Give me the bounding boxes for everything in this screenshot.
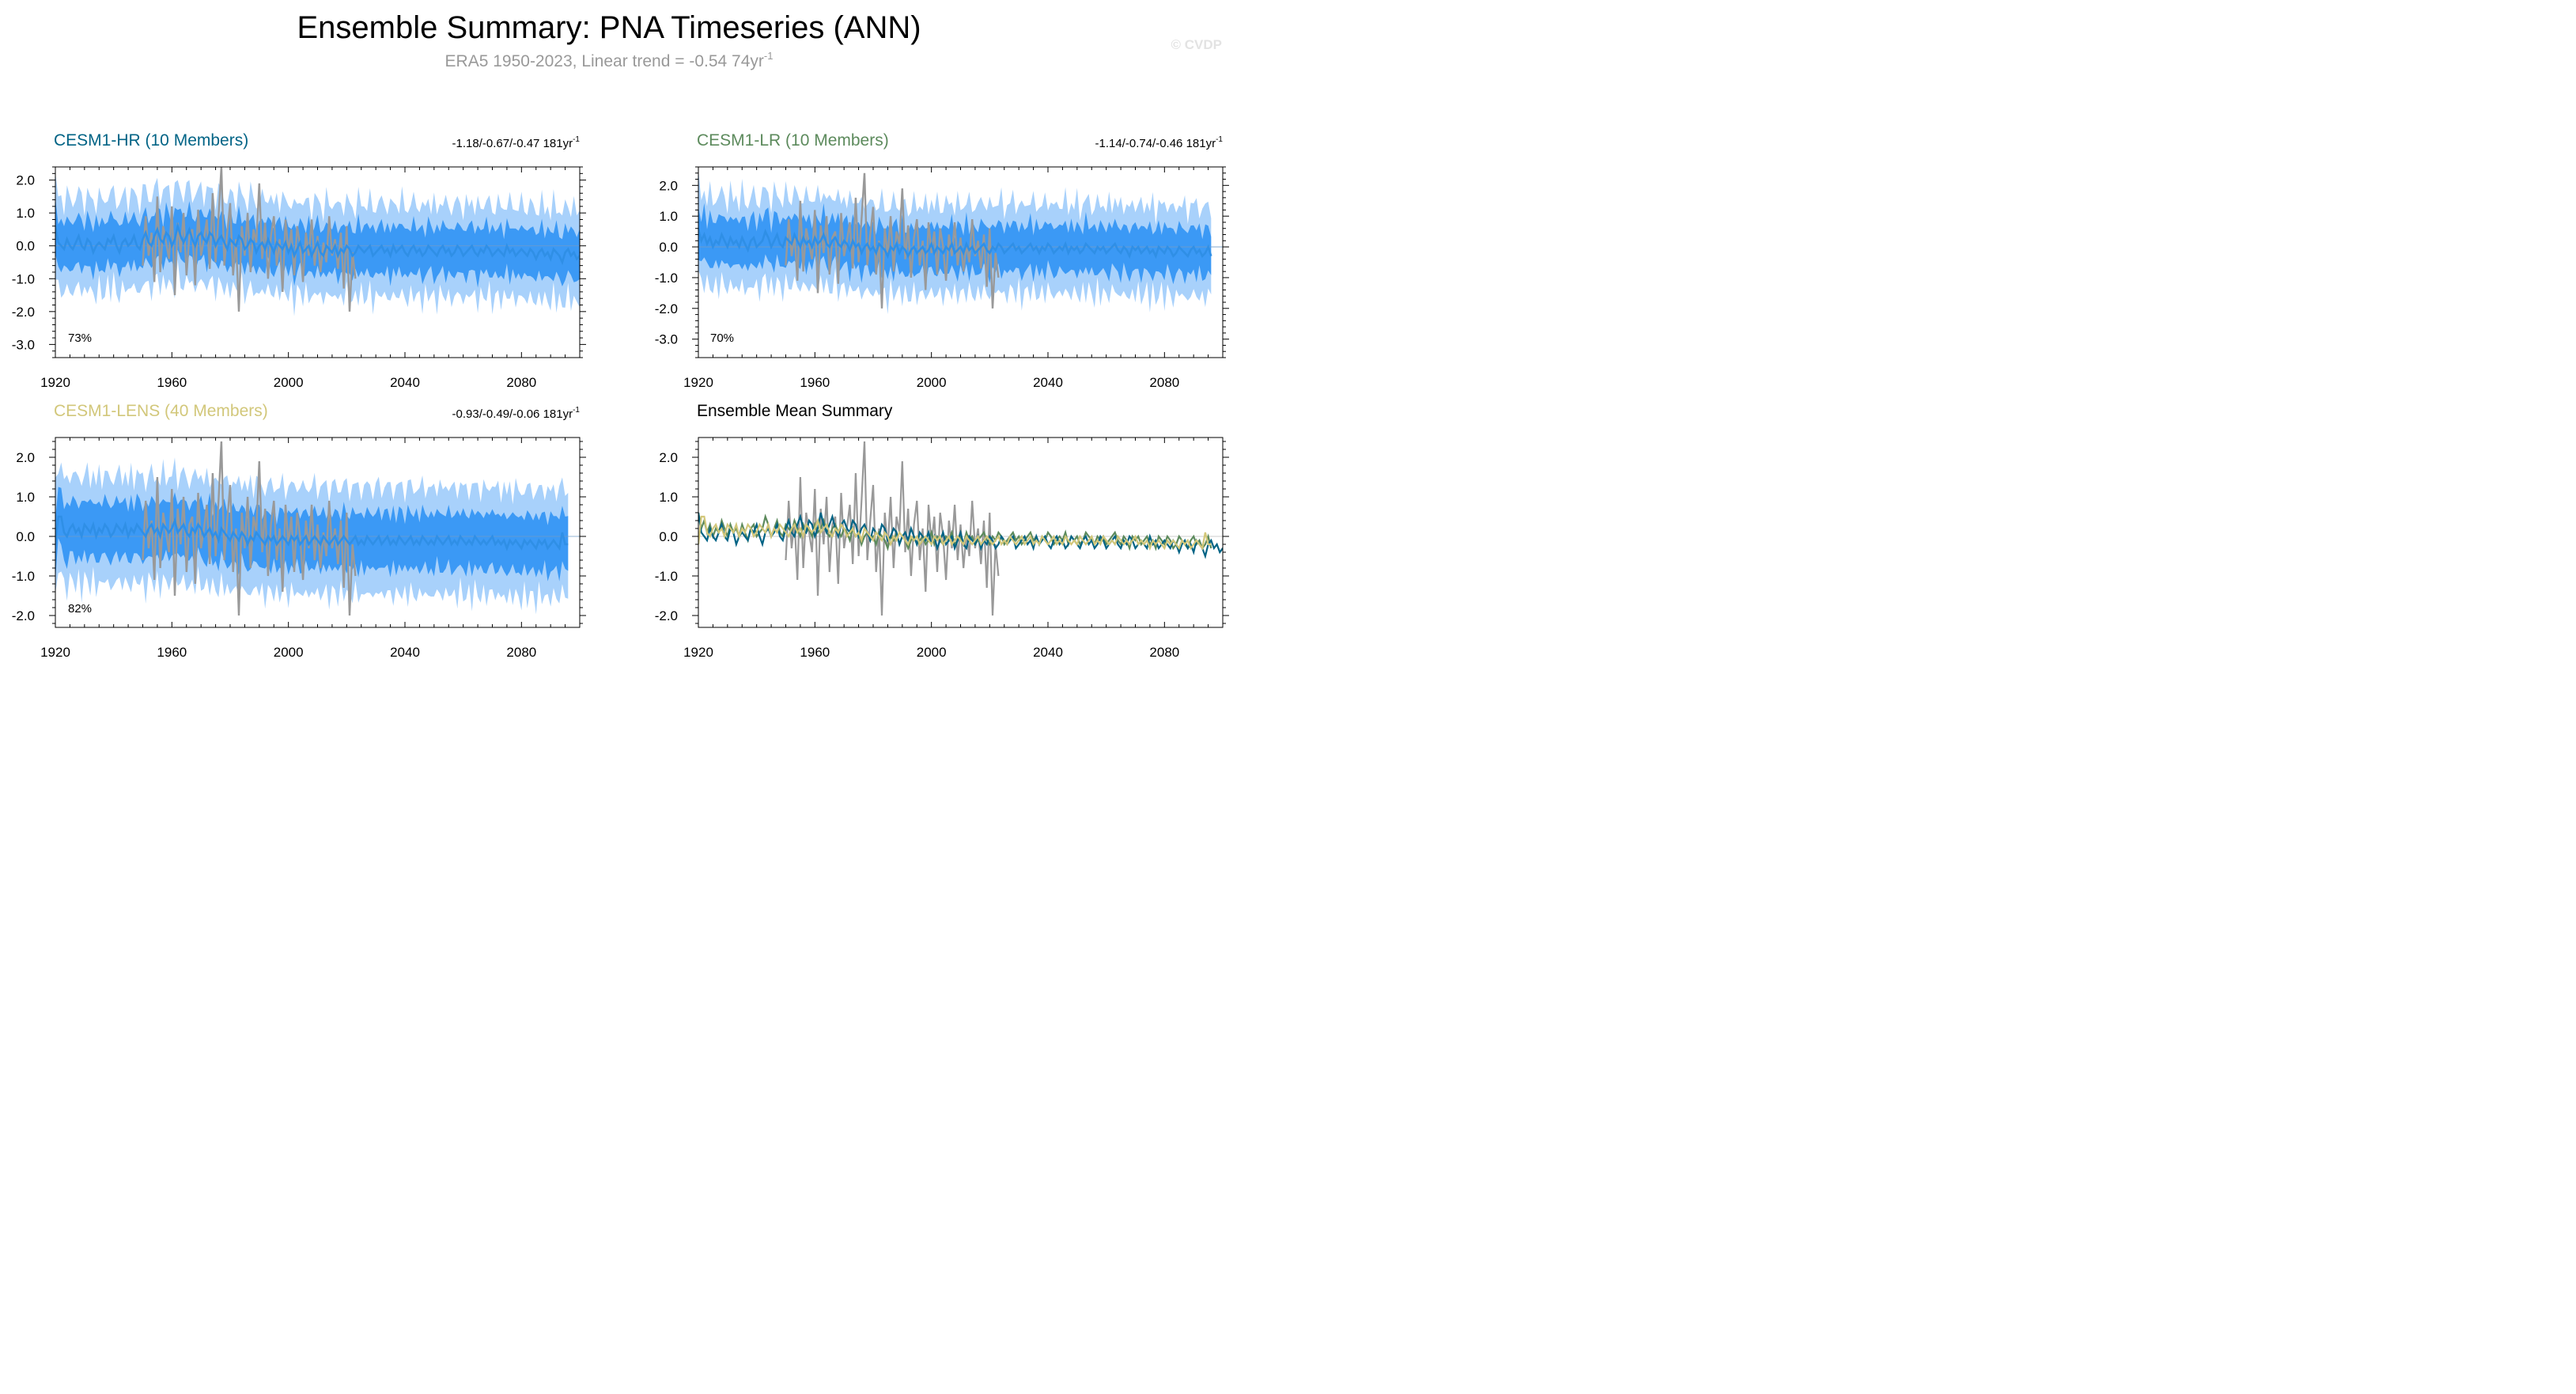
- ensemble-mean-line: [55, 222, 580, 266]
- y-tick-label: 0.0: [16, 239, 35, 254]
- trend-text: -1.14/-0.74/-0.46 181yr: [1095, 137, 1216, 150]
- x-tick-label: 2080: [1149, 645, 1179, 660]
- panel-title: CESM1-LENS (40 Members): [54, 402, 268, 420]
- x-tick-label: 2040: [1033, 375, 1063, 390]
- plot-area-lens: 1920 1960 2000 2040 2080 2.0 1.0 0.0 -1.0 -2.0: [12, 437, 586, 660]
- x-tick-label: 2080: [506, 375, 536, 390]
- figure: Ensemble Summary: PNA Timeseries (ANN) E…: [12, 10, 1229, 660]
- y-tick-label: -2.0: [655, 301, 678, 316]
- x-tick-label: 1920: [683, 375, 713, 390]
- y-tick-label: 1.0: [659, 490, 678, 505]
- x-tick-label: 2000: [917, 645, 947, 660]
- panel-cesm1-lr: CESM1-LR (10 Members) -1.14/-0.74/-0.46 …: [655, 131, 1229, 390]
- x-tick-label: 1920: [40, 645, 70, 660]
- x-tick-label: 2080: [506, 645, 536, 660]
- x-tick-label: 1960: [800, 375, 830, 390]
- x-tick-label: 2000: [274, 375, 304, 390]
- watermark: © CVDP: [1171, 37, 1222, 52]
- trend-label: -0.93/-0.49/-0.06 181yr-1: [452, 406, 581, 421]
- y-tick-label: -2.0: [12, 305, 35, 320]
- plot-area-hr: 1920 1960 2000 2040 2080 2.0 1.0 0.0 -1.0 -2.0 -3.…: [12, 166, 586, 390]
- y-tick-label: -3.0: [12, 337, 35, 352]
- y-tick-label: 1.0: [16, 206, 35, 221]
- plot-content: [698, 169, 1223, 315]
- ensemble-mean-line: [55, 515, 569, 551]
- x-tick-label: 2040: [390, 645, 420, 660]
- x-tick-label: 1960: [800, 645, 830, 660]
- y-tick-label: 0.0: [659, 240, 678, 255]
- x-tick-label: 2000: [274, 645, 304, 660]
- y-tick-label: 1.0: [659, 209, 678, 224]
- trend-label: -1.14/-0.74/-0.46 181yr-1: [1095, 135, 1224, 150]
- trend-superscript: -1: [573, 135, 580, 144]
- y-tick-label: -1.0: [655, 569, 678, 584]
- y-tick-label: 2.0: [16, 173, 35, 188]
- inner-spread-band: [698, 203, 1212, 286]
- panel-title: CESM1-HR (10 Members): [54, 131, 248, 150]
- figure-subtitle: ERA5 1950-2023, Linear trend = -0.54 74y…: [445, 50, 774, 70]
- y-tick-label: 0.0: [16, 529, 35, 544]
- y-tick-label: -3.0: [655, 332, 678, 347]
- plot-area-lr: 1920 1960 2000 2040 2080 2.0 1.0 0.0 -1.0 -2.0 -3.…: [655, 166, 1229, 390]
- trend-text: -1.18/-0.67/-0.47 181yr: [452, 137, 573, 150]
- y-tick-label: -2.0: [655, 608, 678, 623]
- y-tick-label: -2.0: [12, 608, 35, 623]
- x-tick-label: 2040: [390, 375, 420, 390]
- percent-label: 73%: [68, 331, 92, 345]
- y-tick-label: -1.0: [12, 569, 35, 584]
- x-tick-label: 2040: [1033, 645, 1063, 660]
- ensemble-mean-line: [698, 512, 1212, 551]
- ensemble-mean-line: [698, 228, 1212, 259]
- x-tick-label: 2080: [1149, 375, 1179, 390]
- x-tick-label: 1960: [157, 645, 187, 660]
- y-tick-label: 2.0: [16, 450, 35, 465]
- percent-label: 70%: [710, 331, 734, 345]
- y-tick-label: -1.0: [12, 271, 35, 286]
- plot-area-summary: 1920 1960 2000 2040 2080 2.0 1.0 0.0 -1.0 -2.0: [655, 437, 1229, 660]
- plot-content: [55, 441, 580, 616]
- panel-cesm1-lens: CESM1-LENS (40 Members) -0.93/-0.49/-0.0…: [12, 402, 586, 660]
- y-tick-label: 0.0: [659, 529, 678, 544]
- trend-label: -1.18/-0.67/-0.47 181yr-1: [452, 135, 581, 150]
- trend-superscript: -1: [1216, 135, 1223, 144]
- percent-label: 82%: [68, 602, 92, 616]
- plot-content: [55, 167, 580, 316]
- ensemble-mean-line: [698, 515, 1212, 551]
- figure-title: Ensemble Summary: PNA Timeseries (ANN): [297, 10, 921, 45]
- panel-cesm1-hr: CESM1-HR (10 Members) -1.18/-0.67/-0.47 …: [12, 131, 586, 390]
- subtitle-superscript: -1: [764, 50, 774, 62]
- x-tick-label: 1960: [157, 375, 187, 390]
- y-tick-label: -1.0: [655, 271, 678, 286]
- y-tick-label: 1.0: [16, 490, 35, 505]
- x-tick-label: 1920: [683, 645, 713, 660]
- panel-title: CESM1-LR (10 Members): [697, 131, 889, 150]
- subtitle-text: ERA5 1950-2023, Linear trend = -0.54 74y…: [445, 52, 764, 70]
- trend-superscript: -1: [573, 406, 580, 415]
- x-tick-label: 2000: [917, 375, 947, 390]
- panel-ensemble-mean-summary: Ensemble Mean Summary 1920 1960 2000 2040 20…: [655, 402, 1229, 660]
- x-tick-label: 1920: [40, 375, 70, 390]
- plot-content: [698, 441, 1223, 616]
- y-tick-label: 2.0: [659, 178, 678, 193]
- panel-title: Ensemble Mean Summary: [697, 402, 893, 420]
- observed-line: [142, 441, 357, 616]
- observed-line: [785, 172, 1000, 309]
- trend-text: -0.93/-0.49/-0.06 181yr: [452, 407, 573, 421]
- y-tick-label: 2.0: [659, 450, 678, 465]
